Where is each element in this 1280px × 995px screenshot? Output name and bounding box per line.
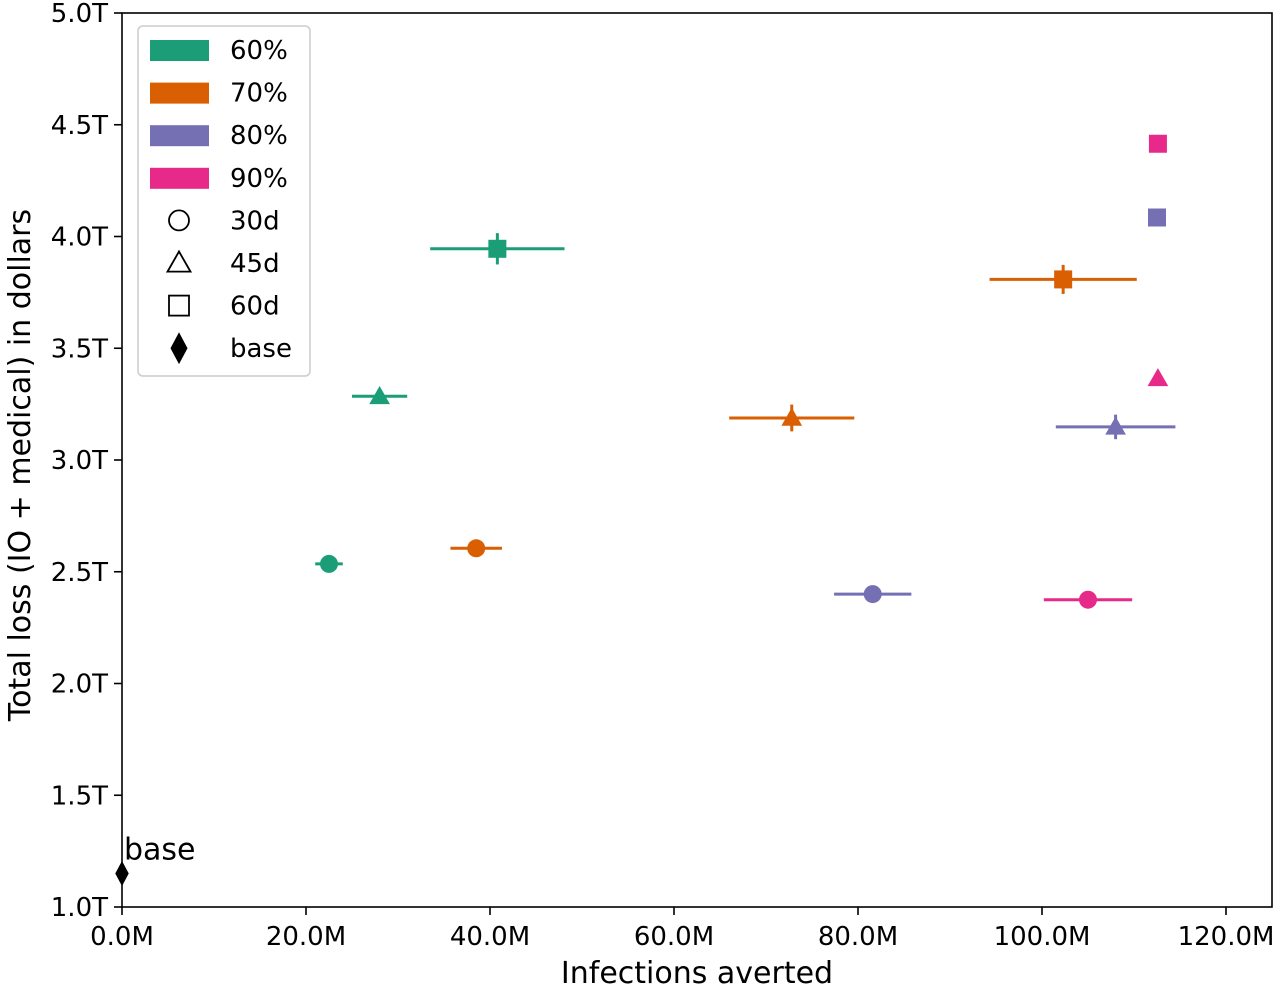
legend-swatch	[150, 82, 209, 104]
legend-swatch	[150, 125, 209, 147]
marker-triangle	[369, 385, 390, 405]
data-point	[315, 554, 343, 573]
data-point	[729, 404, 855, 432]
y-tick-label: 1.0T	[51, 893, 108, 923]
y-tick-label: 3.0T	[51, 446, 108, 476]
legend-entry: 30d	[168, 206, 280, 236]
data-point	[450, 539, 502, 558]
y-axis-label: Total loss (IO + medical) in dollars	[3, 209, 38, 722]
legend-entry: 90%	[150, 164, 288, 194]
legend-entry: base	[170, 332, 292, 365]
legend-entry: 45d	[165, 249, 280, 279]
legend-label: 70%	[230, 79, 288, 109]
legend-label: 30d	[230, 206, 280, 236]
y-tick-label: 2.5T	[51, 558, 108, 588]
x-tick-label: 0.0M	[90, 922, 154, 952]
legend-entry: 70%	[150, 79, 288, 109]
marker-square	[1054, 270, 1073, 289]
axis-ticks: 0.0M 20.0M 40.0M 60.0M 80.0M 100.0M 120.0M 1.0T…	[51, 0, 1275, 952]
legend-label: 60%	[230, 36, 288, 66]
legend-swatch	[150, 40, 209, 61]
marker-circle	[467, 539, 486, 558]
legend-marker-circle	[168, 209, 190, 232]
y-tick-label: 4.5T	[51, 111, 108, 141]
y-tick-label: 1.5T	[51, 781, 108, 811]
legend-entry: 60%	[150, 36, 288, 66]
legend: 60% 70% 80% 90% 30d 45d 60d base	[137, 25, 311, 377]
data-point	[1055, 414, 1176, 440]
marker-triangle	[781, 407, 803, 426]
x-tick-label: 80.0M	[818, 922, 898, 952]
legend-label: 45d	[230, 249, 280, 279]
data-point	[1147, 368, 1169, 387]
annotations: base	[124, 832, 196, 867]
x-tick-label: 40.0M	[450, 922, 530, 952]
legend-marker-triangle	[165, 249, 193, 273]
marker-circle	[863, 585, 882, 604]
legend-entry: 60d	[168, 292, 280, 322]
y-tick-label: 4.0T	[51, 223, 108, 253]
data-point	[1148, 208, 1166, 227]
legend-marker-diamond	[170, 332, 188, 365]
legend-box	[137, 25, 311, 377]
x-tick-label: 100.0M	[994, 922, 1091, 952]
x-tick-label: 20.0M	[266, 922, 346, 952]
marker-square	[1148, 134, 1167, 153]
annotation-label: base	[124, 832, 196, 867]
x-tick-label: 120.0M	[1178, 922, 1275, 952]
legend-label: 60d	[230, 292, 280, 322]
legend-swatch	[150, 167, 209, 189]
marker-square	[488, 239, 507, 258]
data-point	[430, 233, 565, 265]
marker-triangle	[1147, 368, 1169, 387]
marker-circle	[1079, 590, 1097, 609]
marker-circle	[320, 554, 338, 573]
data-point	[1148, 134, 1167, 153]
legend-entry: 80%	[150, 121, 288, 151]
marker-square	[1148, 208, 1166, 227]
legend-label: 80%	[230, 121, 288, 151]
marker-triangle	[1105, 416, 1126, 435]
legend-label: 90%	[230, 164, 288, 194]
data-marks	[115, 134, 1176, 887]
x-axis-label: Infections averted	[561, 956, 833, 990]
legend-marker-square	[168, 294, 190, 317]
data-point	[352, 385, 408, 405]
x-tick-label: 60.0M	[634, 922, 714, 952]
data-point	[989, 264, 1137, 294]
y-tick-label: 5.0T	[51, 0, 108, 29]
y-tick-label: 3.5T	[51, 334, 108, 364]
legend-label: base	[230, 334, 292, 364]
data-point	[834, 585, 912, 604]
data-point	[1043, 590, 1133, 609]
y-tick-label: 2.0T	[51, 670, 108, 700]
